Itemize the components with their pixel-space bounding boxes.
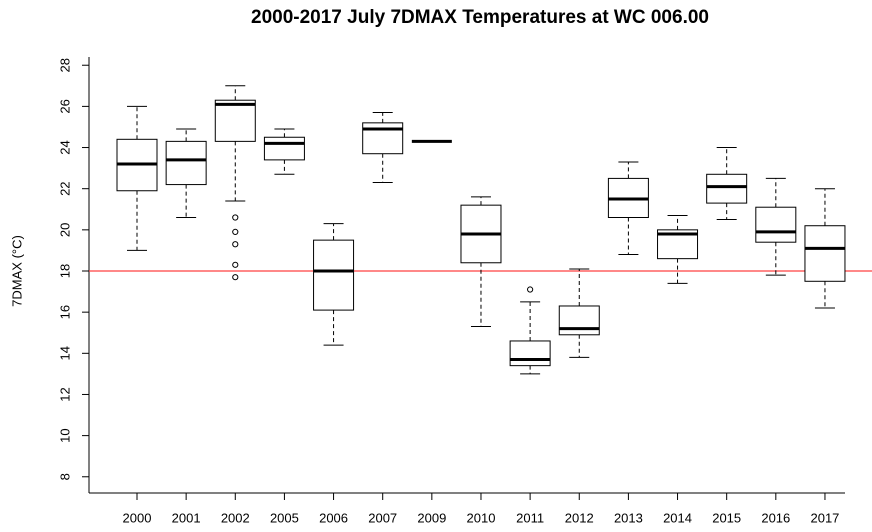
x-tick-label: 2002 xyxy=(221,510,250,525)
box xyxy=(263,136,305,161)
x-tick-label: 2017 xyxy=(810,510,839,525)
y-tick-label: 28 xyxy=(57,58,72,72)
outlier xyxy=(527,286,534,293)
x-tick-label: 2012 xyxy=(565,510,594,525)
y-axis-label: 7DMAX (°C) xyxy=(9,235,24,307)
box xyxy=(804,225,846,282)
y-tick-label: 18 xyxy=(57,264,72,278)
chart-title: 2000-2017 July 7DMAX Temperatures at WC … xyxy=(251,7,709,28)
y-tick-label: 10 xyxy=(57,428,72,442)
box xyxy=(706,173,748,204)
box xyxy=(755,206,797,243)
box xyxy=(362,122,404,155)
outlier xyxy=(232,228,239,236)
x-tick-label: 2006 xyxy=(319,510,348,525)
y-tick-label: 12 xyxy=(57,387,72,401)
y-tick-label: 20 xyxy=(57,223,72,237)
x-tick-label: 2001 xyxy=(172,510,201,525)
y-tick-label: 24 xyxy=(57,140,72,154)
x-tick-label: 2014 xyxy=(663,510,692,525)
box xyxy=(313,239,355,311)
x-tick-label: 2009 xyxy=(417,510,446,525)
x-tick-label: 2007 xyxy=(368,510,397,525)
x-tick-label: 2011 xyxy=(516,510,544,525)
box xyxy=(509,340,551,367)
x-tick-label: 2016 xyxy=(761,510,790,525)
outlier xyxy=(232,274,239,281)
x-tick-label: 2015 xyxy=(712,510,741,525)
box xyxy=(558,305,600,336)
x-tick-label: 2005 xyxy=(270,510,299,525)
outlier xyxy=(232,214,239,221)
outlier xyxy=(232,241,239,248)
y-tick-label: 8 xyxy=(57,473,72,480)
outlier xyxy=(232,261,239,268)
y-tick-label: 22 xyxy=(57,181,72,195)
box xyxy=(214,99,256,142)
x-tick-label: 2013 xyxy=(614,510,643,525)
y-tick-label: 14 xyxy=(57,346,72,360)
x-tick-label: 2010 xyxy=(467,510,496,525)
x-tick-label: 2000 xyxy=(123,510,152,525)
y-tick-label: 16 xyxy=(57,305,72,319)
box xyxy=(165,140,207,186)
y-tick-label: 26 xyxy=(57,99,72,113)
